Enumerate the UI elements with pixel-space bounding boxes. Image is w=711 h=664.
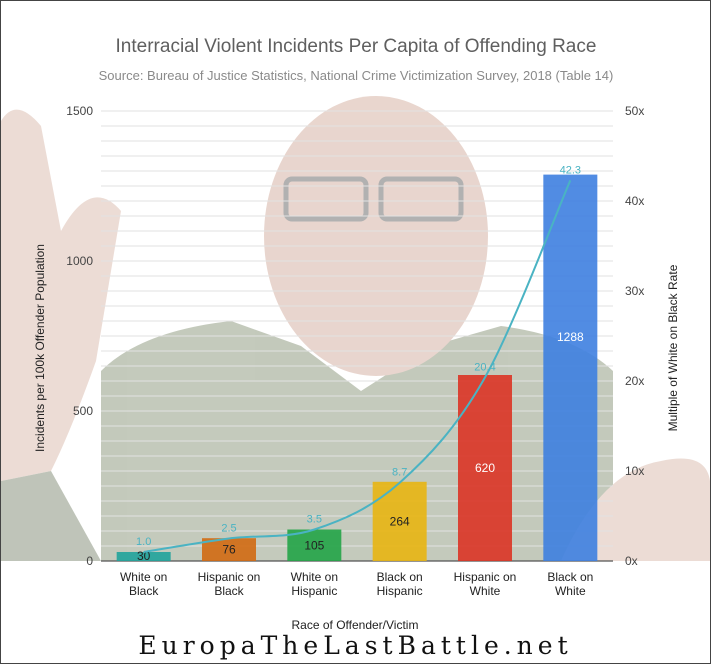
line-value-label: 1.0 [136, 536, 151, 548]
y2-tick-label: 10x [625, 464, 644, 478]
line-value-label: 8.7 [392, 467, 407, 479]
y-tick-label: 500 [73, 404, 93, 418]
bar [372, 481, 427, 561]
y2-tick-label: 40x [625, 194, 644, 208]
x-category-label: Black on [547, 570, 593, 584]
y-tick-label: 1500 [66, 104, 93, 118]
x-category-label: White on [120, 570, 167, 584]
x-category-label: Black on [377, 570, 423, 584]
gridlines [101, 110, 613, 562]
bar-value-label: 76 [222, 543, 236, 557]
bar [116, 552, 171, 561]
bar-value-label: 105 [304, 538, 324, 552]
watermark-text: EuropaTheLastBattle.net [138, 631, 573, 660]
x-category-label: Hispanic on [198, 570, 261, 584]
x-category-label: Black [129, 584, 159, 598]
bar [202, 538, 256, 561]
y2-axis-ticks: 0x 10x 20x 30x 40x 50x [625, 104, 644, 568]
x-category-label: Hispanic [377, 584, 423, 598]
y2-tick-label: 30x [625, 284, 644, 298]
bars-group: 30 76 105 264 620 1288 [116, 174, 598, 563]
y2-axis-label: Multiple of White on Black Rate [666, 264, 680, 431]
y2-tick-label: 50x [625, 104, 644, 118]
y2-tick-label: 20x [625, 374, 644, 388]
bar-value-label: 264 [390, 514, 410, 528]
bar [543, 174, 598, 561]
line-value-label: 3.5 [307, 514, 322, 526]
y-axis-label: Incidents per 100k Offender Population [33, 244, 47, 452]
chart-title: Interracial Violent Incidents Per Capita… [116, 36, 597, 57]
line-value-label: 2.5 [221, 523, 236, 535]
x-category-label: Hispanic [291, 584, 337, 598]
x-category-label: White [555, 584, 586, 598]
y2-tick-label: 0x [625, 554, 638, 568]
y-tick-label: 0 [86, 554, 93, 568]
bar-value-label: 620 [475, 461, 495, 475]
y-axis-ticks: 0 500 1000 1500 [66, 104, 93, 568]
line-series: 1.0 2.5 3.5 8.7 20.4 42.3 [136, 164, 581, 553]
bar-value-label: 30 [137, 549, 151, 563]
x-category-label: Hispanic on [454, 570, 517, 584]
x-category-label: White [470, 584, 501, 598]
chart-subtitle: Source: Bureau of Justice Statistics, Na… [99, 68, 614, 83]
y-tick-label: 1000 [66, 254, 93, 268]
x-axis-label: Race of Offender/Victim [292, 618, 419, 632]
bar-value-label: 1288 [557, 330, 584, 344]
series-line [143, 179, 572, 553]
line-value-label: 20.4 [474, 361, 495, 373]
x-category-label: White on [291, 570, 338, 584]
x-category-label: Black [214, 584, 244, 598]
line-value-label: 42.3 [560, 164, 581, 176]
